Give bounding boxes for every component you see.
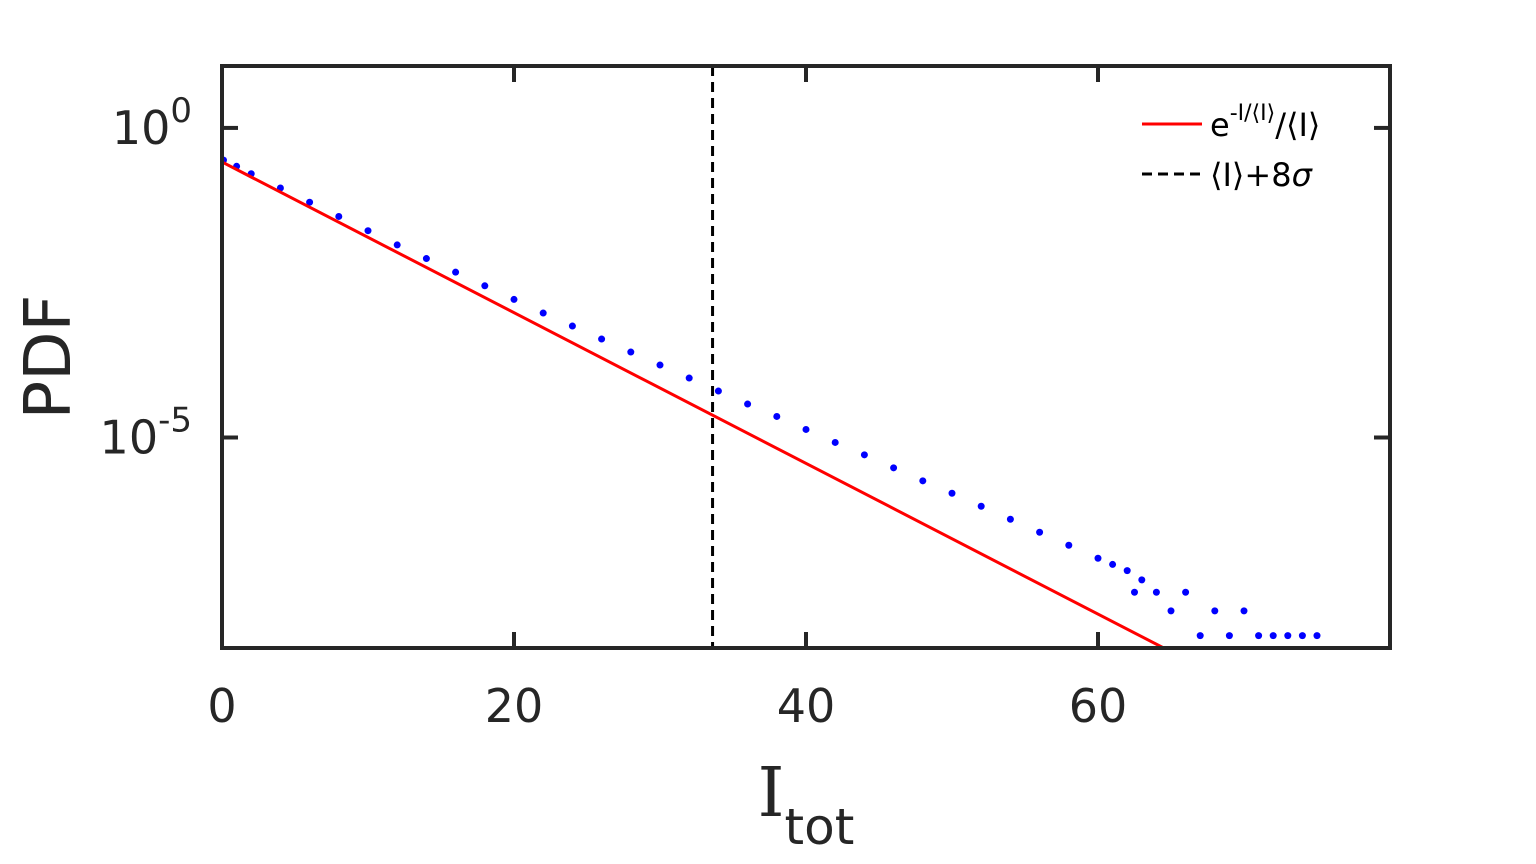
data-point bbox=[1298, 632, 1306, 640]
data-point bbox=[539, 309, 547, 317]
legend-label-superscript: -I/⟨I⟩ bbox=[1230, 101, 1276, 126]
data-point bbox=[948, 489, 956, 497]
data-point bbox=[335, 212, 343, 220]
y-tick-label-exponent: 0 bbox=[170, 91, 192, 131]
data-point bbox=[481, 282, 489, 290]
x-tick-label: 60 bbox=[1069, 679, 1128, 733]
legend-label: e-I/⟨I⟩/⟨I⟩ bbox=[1210, 101, 1320, 144]
data-point bbox=[452, 268, 460, 276]
y-tick-label-exponent: -5 bbox=[158, 400, 192, 440]
data-point bbox=[1211, 607, 1219, 615]
data-point bbox=[1269, 632, 1277, 640]
data-point bbox=[1182, 588, 1190, 596]
data-point bbox=[744, 400, 752, 408]
x-tick-label: 40 bbox=[777, 679, 836, 733]
data-point bbox=[890, 464, 898, 472]
data-point bbox=[1284, 632, 1292, 640]
legend: e-I/⟨I⟩/⟨I⟩ ⟨I⟩+8σ bbox=[1142, 101, 1320, 194]
data-point bbox=[306, 198, 314, 206]
y-tick-label: 10-5 bbox=[100, 400, 192, 464]
legend-label-tail: /⟨I⟩ bbox=[1275, 106, 1320, 144]
data-point bbox=[1167, 607, 1175, 615]
plot-frame bbox=[220, 64, 1392, 650]
data-point bbox=[1138, 576, 1146, 584]
x-tick-label: 20 bbox=[485, 679, 544, 733]
fit-line bbox=[222, 160, 1165, 648]
y-tick-label-base: 10 bbox=[100, 410, 159, 464]
data-point bbox=[1109, 560, 1117, 568]
data-point bbox=[1006, 515, 1014, 523]
data-point bbox=[860, 451, 868, 459]
data-point bbox=[1255, 632, 1263, 640]
data-point bbox=[685, 374, 693, 382]
ticks-layer bbox=[220, 66, 1390, 648]
data-point bbox=[364, 227, 372, 235]
data-point bbox=[714, 387, 722, 395]
data-point bbox=[919, 477, 927, 485]
data-point bbox=[627, 348, 635, 356]
data-point bbox=[393, 241, 401, 249]
data-point bbox=[598, 335, 606, 343]
data-point bbox=[656, 361, 664, 369]
legend-label-main: e bbox=[1210, 106, 1230, 144]
data-point bbox=[1225, 632, 1233, 640]
x-tick-label: 0 bbox=[207, 679, 236, 733]
x-axis-label: Itot bbox=[758, 754, 855, 856]
legend-label: ⟨I⟩+8σ bbox=[1210, 156, 1314, 194]
y-tick-label-base: 10 bbox=[112, 101, 171, 155]
x-axis-label-main: I bbox=[758, 754, 785, 833]
data-point bbox=[1036, 528, 1044, 536]
series-layer bbox=[222, 66, 1321, 648]
data-point bbox=[1152, 588, 1160, 596]
data-point bbox=[831, 438, 839, 446]
data-point bbox=[802, 425, 810, 433]
data-point bbox=[773, 412, 781, 420]
data-point bbox=[510, 295, 518, 303]
y-tick-label: 100 bbox=[112, 91, 192, 155]
legend-label-main: ⟨I⟩+8 bbox=[1210, 156, 1292, 194]
data-point bbox=[977, 502, 985, 510]
data-point bbox=[1240, 607, 1248, 615]
data-point bbox=[1196, 632, 1204, 640]
legend-label-tail: σ bbox=[1292, 156, 1314, 194]
data-point bbox=[1313, 632, 1321, 640]
y-axis-label: PDF bbox=[12, 295, 86, 420]
data-point bbox=[422, 255, 430, 263]
x-axis-label-sub: tot bbox=[785, 798, 855, 856]
data-point bbox=[1065, 541, 1073, 549]
data-point bbox=[1123, 567, 1131, 575]
data-point bbox=[1094, 554, 1102, 562]
data-point bbox=[568, 322, 576, 330]
data-point bbox=[1131, 588, 1138, 596]
